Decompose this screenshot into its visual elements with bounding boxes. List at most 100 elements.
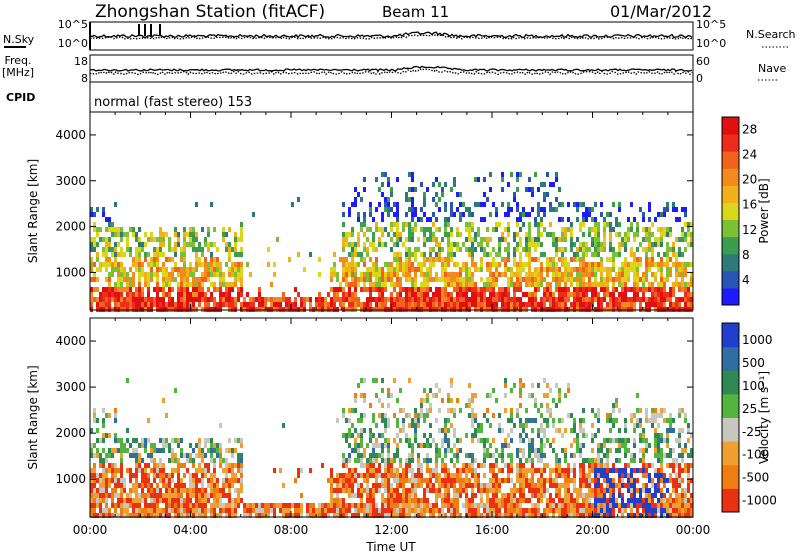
data-cell <box>687 262 690 267</box>
data-cell <box>414 503 417 508</box>
data-cell <box>102 292 105 297</box>
data-cell <box>336 473 339 478</box>
data-cell <box>405 508 408 513</box>
data-cell <box>150 483 153 488</box>
data-cell <box>120 287 123 292</box>
data-cell <box>495 488 498 493</box>
data-cell <box>186 282 189 287</box>
data-cell <box>636 478 639 483</box>
data-cell <box>633 443 636 448</box>
data-cell <box>402 287 405 292</box>
data-cell <box>558 187 561 192</box>
data-cell <box>534 267 537 272</box>
data-cell <box>102 463 105 468</box>
data-cell <box>645 513 648 518</box>
data-cell <box>366 488 369 493</box>
data-cell <box>642 282 645 287</box>
data-cell <box>393 478 396 483</box>
data-cell <box>354 262 357 267</box>
data-cell <box>516 498 519 503</box>
data-cell <box>678 267 681 272</box>
data-cell <box>627 232 630 237</box>
data-cell <box>210 473 213 478</box>
data-cell <box>501 468 504 473</box>
data-cell <box>177 282 180 287</box>
data-cell <box>177 458 180 463</box>
data-cell <box>183 287 186 292</box>
data-cell <box>384 202 387 207</box>
data-cell <box>540 513 543 518</box>
data-cell <box>432 488 435 493</box>
data-cell <box>471 237 474 242</box>
data-cell <box>429 403 432 408</box>
data-cell <box>501 513 504 518</box>
data-cell <box>606 483 609 488</box>
data-cell <box>606 272 609 277</box>
data-cell <box>105 503 108 508</box>
data-cell <box>471 257 474 262</box>
data-cell <box>240 473 243 478</box>
data-cell <box>570 453 573 458</box>
data-cell <box>573 483 576 488</box>
data-cell <box>576 257 579 262</box>
data-cell <box>591 458 594 463</box>
data-cell <box>132 302 135 307</box>
data-cell <box>456 468 459 473</box>
data-cell <box>537 272 540 277</box>
data-cell <box>582 503 585 508</box>
y-tick-label-3: 4000 <box>55 128 86 142</box>
data-cell <box>411 448 414 453</box>
data-cell <box>657 413 660 418</box>
data-cell <box>345 242 348 247</box>
data-cell <box>147 237 150 242</box>
data-cell <box>399 257 402 262</box>
data-cell <box>645 468 648 473</box>
data-cell <box>171 257 174 262</box>
data-cell <box>591 488 594 493</box>
data-cell <box>633 257 636 262</box>
data-cell <box>375 272 378 277</box>
data-cell <box>648 297 651 302</box>
data-cell <box>339 302 342 307</box>
data-cell <box>402 267 405 272</box>
data-cell <box>537 513 540 518</box>
data-cell <box>654 428 657 433</box>
data-cell <box>114 242 117 247</box>
data-cell <box>477 292 480 297</box>
data-cell <box>504 292 507 297</box>
data-cell <box>504 257 507 262</box>
data-cell <box>258 513 261 518</box>
data-cell <box>555 428 558 433</box>
data-cell <box>486 488 489 493</box>
data-cell <box>174 488 177 493</box>
data-cell <box>297 468 300 473</box>
data-cell <box>108 272 111 277</box>
data-cell <box>207 267 210 272</box>
data-cell <box>354 478 357 483</box>
data-cell <box>453 287 456 292</box>
data-cell <box>528 247 531 252</box>
data-cell <box>642 503 645 508</box>
data-cell <box>564 287 567 292</box>
data-cell <box>672 478 675 483</box>
data-cell <box>414 438 417 443</box>
data-cell <box>219 267 222 272</box>
data-cell <box>357 473 360 478</box>
data-cell <box>522 383 525 388</box>
data-cell <box>429 488 432 493</box>
data-cell <box>243 508 246 513</box>
data-cell <box>210 202 213 207</box>
cpid-label: CPID <box>6 91 35 104</box>
data-cell <box>453 488 456 493</box>
data-cell <box>627 217 630 222</box>
data-cell <box>144 493 147 498</box>
data-cell <box>408 438 411 443</box>
data-cell <box>213 468 216 473</box>
data-cell <box>465 493 468 498</box>
data-cell <box>375 508 378 513</box>
data-cell <box>648 207 651 212</box>
data-cell <box>381 267 384 272</box>
data-cell <box>393 498 396 503</box>
data-cell <box>441 498 444 503</box>
data-cell <box>612 227 615 232</box>
